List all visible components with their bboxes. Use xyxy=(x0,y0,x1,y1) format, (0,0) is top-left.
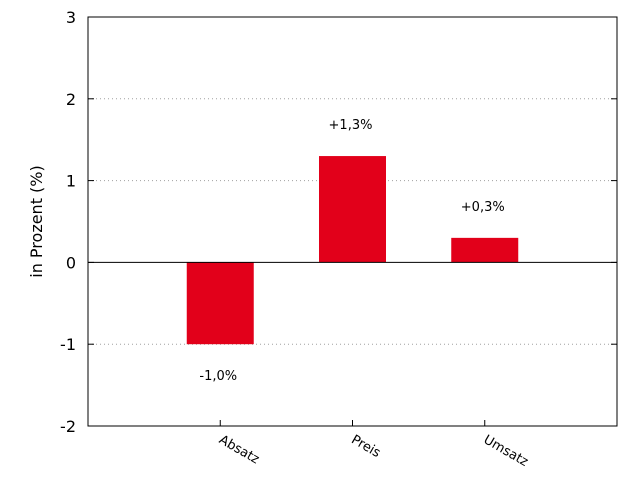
y-tick-label: -2 xyxy=(60,417,76,436)
data-label: +0,3% xyxy=(461,200,505,215)
y-axis-label: in Prozent (%) xyxy=(27,165,46,277)
data-labels: -1,0% +1,3% +0,3% xyxy=(199,118,504,384)
y-tick-label: 2 xyxy=(66,90,76,109)
data-label: -1,0% xyxy=(199,369,237,384)
y-tick-label: 3 xyxy=(66,8,76,27)
x-tick-label: Preis xyxy=(349,432,384,461)
bar-preis xyxy=(319,156,386,263)
y-tick-label: 1 xyxy=(66,172,76,191)
y-tick-label: 0 xyxy=(66,253,76,272)
data-label: +1,3% xyxy=(329,118,373,133)
y-axis-ticks: -2 -1 0 1 2 3 xyxy=(60,8,617,436)
y-tick-label: -1 xyxy=(60,335,76,354)
bar-umsatz xyxy=(451,237,519,263)
x-tick-label: Absatz xyxy=(216,432,262,467)
bar-absatz xyxy=(186,262,254,345)
bars xyxy=(186,156,519,345)
x-tick-label: Umsatz xyxy=(481,432,531,469)
x-axis-ticks: Absatz Preis Umsatz xyxy=(216,420,531,470)
